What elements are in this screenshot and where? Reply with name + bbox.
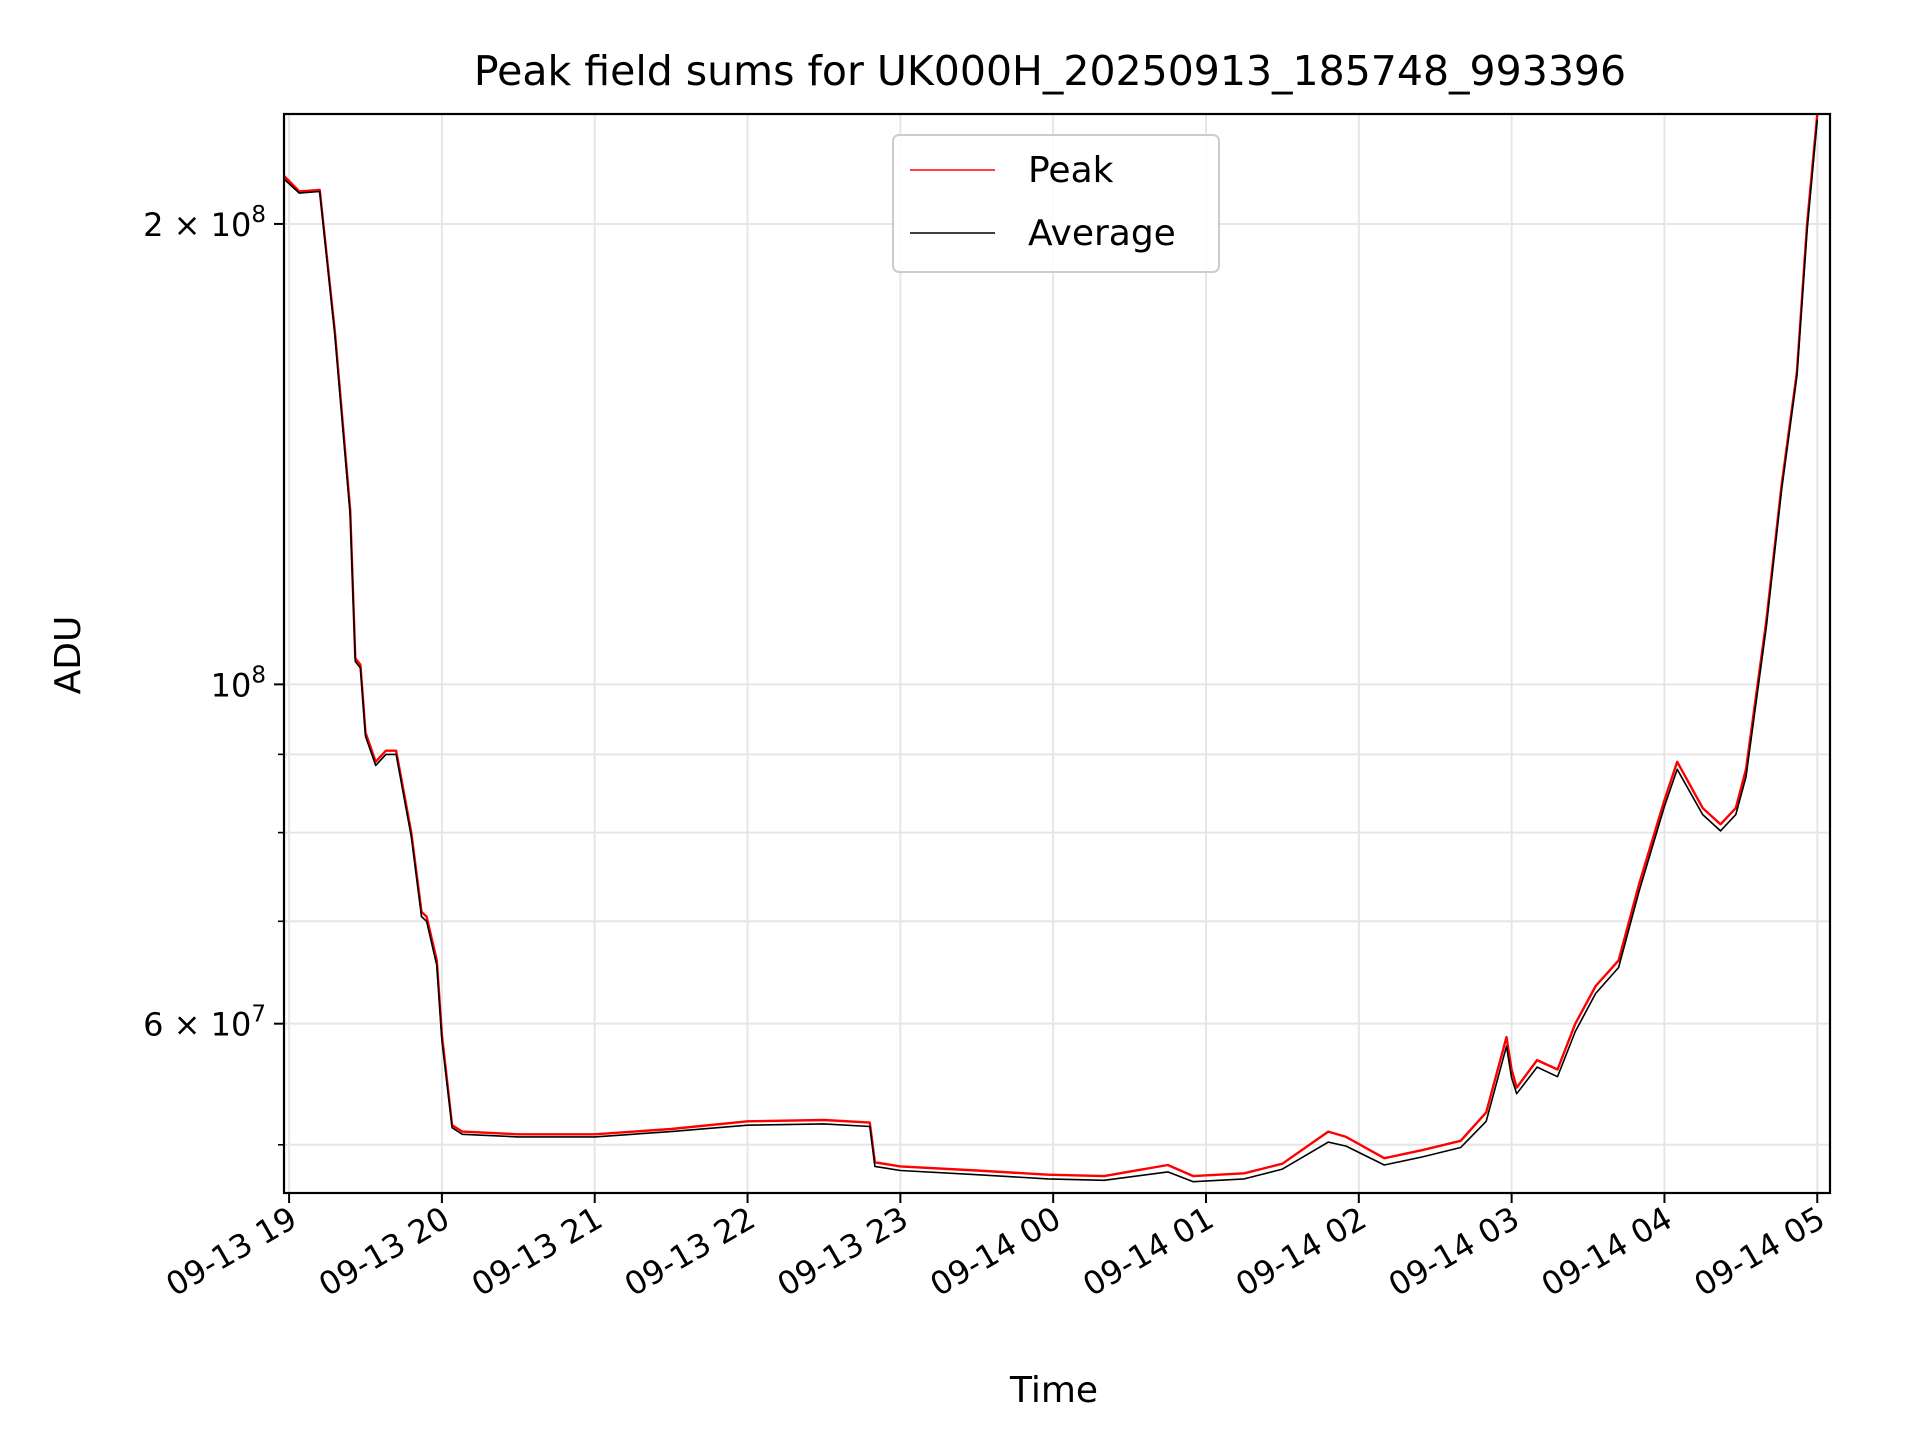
- chart-title: Peak field sums for UK000H_20250913_1857…: [474, 47, 1626, 95]
- legend-label-average: Average: [1028, 213, 1176, 254]
- series-line-peak: [283, 113, 1819, 1178]
- x-axis-label: Time: [1009, 1370, 1098, 1411]
- y-tick-label: 6 × 107: [143, 1002, 266, 1044]
- y-axis-label: ADU: [48, 616, 89, 695]
- series-layer: [283, 113, 1819, 1183]
- grid: [284, 114, 1830, 1193]
- legend-label-peak: Peak: [1028, 150, 1114, 191]
- series-line-average: [283, 119, 1819, 1183]
- y-tick-label: 2 × 108: [143, 202, 266, 244]
- legend: Peak Average: [892, 134, 1220, 273]
- plot-frame: [282, 112, 1832, 1195]
